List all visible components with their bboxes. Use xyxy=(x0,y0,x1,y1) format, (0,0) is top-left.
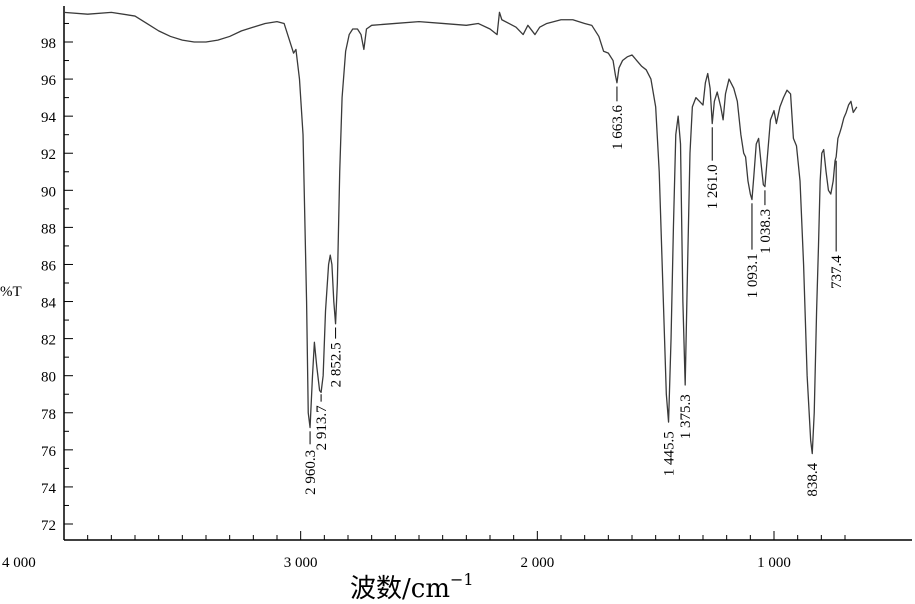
y-tick-label: 96 xyxy=(41,73,57,89)
x-axis: 4 000 3 000 2 000 1 000 xyxy=(2,531,846,571)
peak-label: 2 852.5 xyxy=(329,342,345,387)
y-tick-label: 72 xyxy=(41,518,56,534)
y-tick-label: 78 xyxy=(41,407,56,423)
y-axis-title: %T xyxy=(0,284,22,300)
peak-label: 1 375.3 xyxy=(678,394,694,439)
x-axis-title-exponent: −1 xyxy=(450,570,474,589)
x-tick-label: 4 000 xyxy=(2,555,36,571)
peak-label: 1 663.6 xyxy=(610,105,626,150)
peak-label: 2 960.3 xyxy=(303,450,319,495)
y-tick-label: 94 xyxy=(41,110,57,126)
y-tick-label: 80 xyxy=(41,370,56,386)
y-tick-label: 98 xyxy=(41,36,56,52)
y-tick-label: 88 xyxy=(41,221,56,237)
y-tick-label: 76 xyxy=(41,444,57,460)
peak-label: 838.4 xyxy=(805,462,821,496)
x-axis-title-main: 波数/cm xyxy=(350,574,450,604)
series-layer xyxy=(63,11,858,455)
x-tick-label: 2 000 xyxy=(520,555,554,571)
peak-label: 2 913.7 xyxy=(314,405,330,451)
peak-label: 1 093.1 xyxy=(745,253,761,298)
peak-label: 737.4 xyxy=(829,255,845,289)
y-tick-label: 82 xyxy=(41,333,56,349)
y-axis: 98 96 94 92 90 88 86 84 82 80 78 76 74 72 xyxy=(41,22,73,534)
plot-frame xyxy=(63,6,912,541)
peak-label: 1 445.5 xyxy=(662,431,678,476)
peak-label: 1 261.0 xyxy=(705,164,721,209)
x-tick-label: 1 000 xyxy=(757,555,791,571)
y-tick-label: 74 xyxy=(41,481,57,497)
x-axis-title: 波数/cm−1 xyxy=(350,570,474,604)
annotation-layer: 2 960.32 913.7 2 852.5 1 663.6 1 445.51 375… xyxy=(303,86,845,497)
y-tick-label: 90 xyxy=(41,184,56,200)
spectrum-line xyxy=(63,11,858,455)
y-tick-label: 86 xyxy=(41,258,57,274)
y-tick-label: 92 xyxy=(41,147,56,163)
x-tick-label: 3 000 xyxy=(284,555,318,571)
peak-label: 1 038.3 xyxy=(758,209,774,254)
y-tick-label: 84 xyxy=(41,296,57,312)
